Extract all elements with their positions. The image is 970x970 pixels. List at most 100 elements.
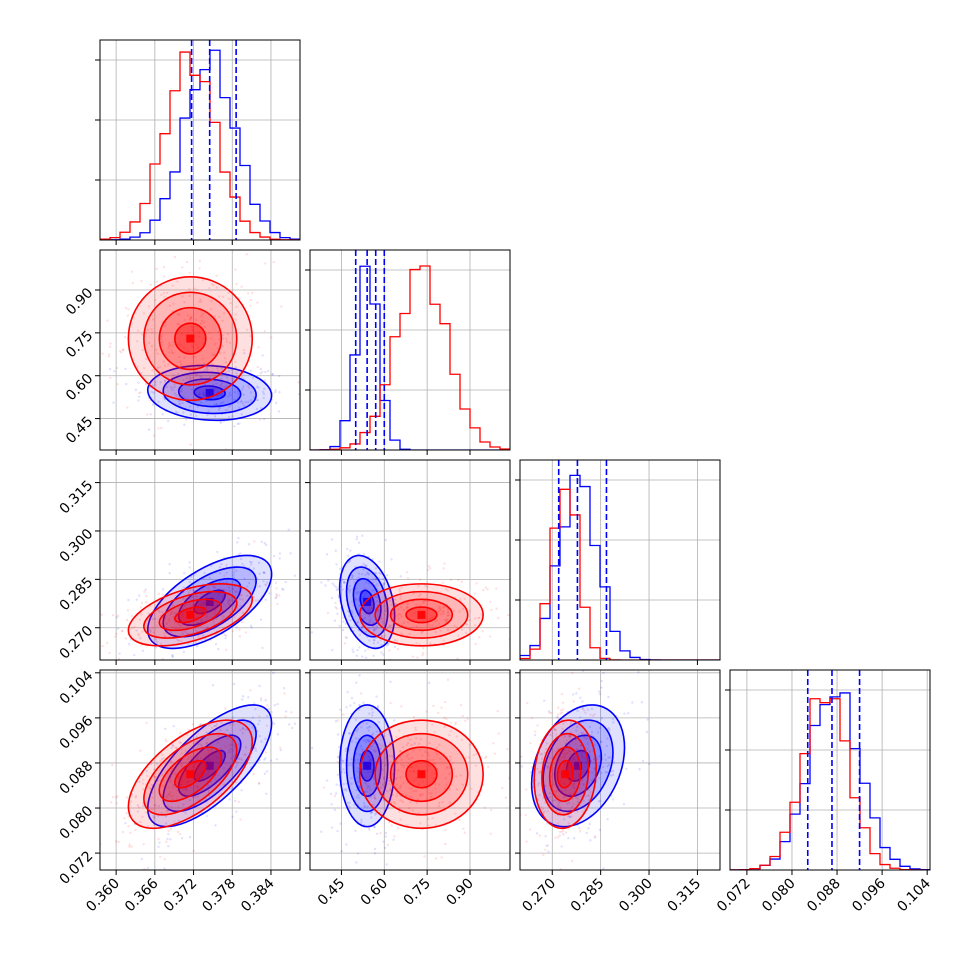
sample-point: [397, 617, 400, 620]
sample-point: [111, 763, 114, 767]
sample-point: [213, 415, 217, 418]
sample-point: [184, 811, 187, 815]
sample-point: [364, 592, 367, 595]
sample-point: [459, 704, 463, 707]
sample-point: [180, 752, 183, 755]
sample-point: [593, 767, 596, 771]
sample-point: [390, 760, 393, 763]
sample-point: [389, 763, 392, 767]
sample-point: [558, 807, 561, 810]
sample-point: [434, 630, 437, 634]
sample-point: [349, 549, 352, 552]
sample-point: [364, 612, 367, 615]
sample-point: [182, 395, 185, 399]
sample-point: [205, 367, 208, 370]
sample-point: [464, 623, 468, 626]
sample-point: [190, 325, 193, 328]
sample-point: [566, 751, 569, 755]
sample-point: [363, 553, 366, 556]
sample-point: [187, 632, 191, 635]
sample-point: [481, 630, 484, 633]
sample-point: [147, 341, 151, 345]
sample-point: [225, 376, 229, 379]
sample-point: [227, 599, 230, 602]
sample-point: [350, 600, 354, 603]
sample-point: [377, 584, 380, 587]
sample-point: [155, 267, 158, 271]
sample-point: [232, 567, 236, 571]
sample-point: [576, 800, 580, 804]
sample-point: [400, 705, 403, 708]
sample-point: [582, 783, 585, 786]
sample-point: [466, 717, 469, 720]
sample-point: [220, 401, 223, 405]
sample-point: [130, 845, 133, 848]
y-tick-label: 0.104: [57, 668, 97, 708]
sample-point: [386, 790, 389, 793]
sample-point: [515, 743, 517, 745]
sample-point: [139, 637, 142, 640]
sample-point: [182, 603, 186, 607]
sample-point: [446, 766, 449, 770]
sample-point: [495, 607, 498, 610]
sample-point: [343, 581, 346, 584]
sample-point: [240, 758, 244, 762]
sample-point: [167, 778, 170, 782]
sample-point: [625, 767, 628, 771]
sample-point: [567, 779, 571, 783]
sample-point: [369, 795, 373, 799]
sample-point: [214, 777, 217, 780]
sample-point: [463, 597, 466, 601]
sample-point: [272, 554, 276, 558]
sample-point: [598, 726, 602, 730]
sample-point: [115, 616, 119, 619]
sample-point: [602, 765, 605, 769]
sample-point: [598, 690, 601, 693]
sample-point: [380, 635, 384, 638]
sample-point: [441, 800, 444, 804]
sample-point: [168, 793, 171, 797]
sample-point: [170, 589, 173, 592]
sample-point: [195, 414, 198, 418]
sample-point: [150, 331, 154, 334]
sample-point: [194, 372, 197, 375]
sample-point: [231, 415, 234, 418]
sample-point: [558, 770, 561, 774]
red-histogram: [730, 698, 930, 870]
sample-point: [598, 692, 602, 696]
sample-point: [300, 683, 302, 685]
sample-point: [201, 776, 204, 779]
sample-point: [209, 748, 212, 751]
sample-point: [606, 817, 609, 821]
sample-point: [173, 820, 176, 823]
sample-point: [427, 824, 430, 827]
sample-point: [645, 730, 649, 734]
sample-point: [211, 796, 214, 799]
sample-point: [345, 636, 348, 639]
sample-point: [374, 579, 378, 582]
sample-point: [180, 764, 184, 768]
sample-point: [216, 734, 220, 738]
sample-point: [193, 287, 197, 290]
sample-point: [365, 581, 368, 584]
sample-point: [264, 737, 267, 741]
sample-point: [260, 595, 264, 599]
sample-point: [367, 725, 371, 729]
sample-point: [341, 759, 344, 762]
sample-point: [220, 384, 223, 388]
sample-point: [226, 408, 230, 411]
sample-point: [223, 633, 226, 637]
red-samples: [322, 678, 510, 860]
sample-point: [239, 608, 243, 611]
sample-point: [207, 760, 211, 763]
sample-point: [350, 758, 354, 761]
sample-point: [424, 750, 427, 753]
sample-point: [335, 588, 339, 592]
sample-point: [412, 779, 416, 782]
sample-point: [180, 837, 184, 840]
sample-point: [353, 701, 356, 705]
sample-point: [334, 606, 337, 609]
sample-point: [249, 719, 252, 723]
sample-point: [244, 631, 248, 634]
sample-point: [243, 753, 246, 756]
